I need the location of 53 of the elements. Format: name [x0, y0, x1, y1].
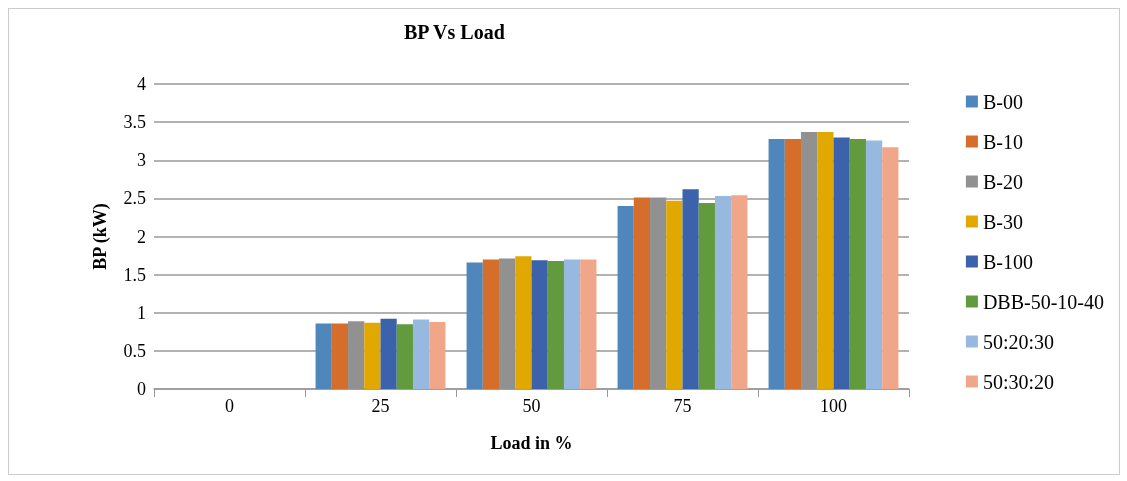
bar: [682, 189, 699, 389]
bar: [784, 138, 802, 389]
bar: [396, 324, 413, 389]
bar: [882, 147, 899, 389]
y-tick-label: 0: [137, 379, 146, 399]
x-tick-label: 75: [673, 396, 692, 416]
legend-label: B-00: [982, 90, 1023, 113]
bar: [563, 259, 581, 389]
x-axis-title: Load in %: [490, 433, 573, 453]
x-tick-label: 25: [371, 396, 390, 416]
bar: [731, 195, 748, 389]
bar: [429, 321, 446, 389]
bar: [466, 262, 483, 389]
bar: [331, 323, 349, 389]
bar: [698, 202, 715, 389]
bar: [380, 318, 397, 389]
y-tick-label: 4: [137, 74, 146, 94]
bar: [817, 132, 834, 389]
y-tick-label: 2.5: [123, 188, 146, 209]
chart-title: BP Vs Load: [404, 21, 505, 43]
legend-label: 50:30:20: [982, 370, 1055, 393]
bar: [531, 260, 548, 389]
y-tick-label: 3.5: [123, 112, 146, 133]
x-tick-label: 100: [820, 396, 847, 416]
legend-label: 50:20:30: [982, 330, 1055, 353]
y-axis-title: BP (kW): [90, 203, 111, 270]
y-tick-label: 1.5: [123, 264, 146, 285]
bar: [833, 137, 850, 389]
y-tick-label: 1: [137, 302, 146, 323]
legend-label: DBB-50-10-40: [982, 290, 1105, 313]
bar: [515, 256, 532, 389]
bar: [315, 323, 332, 389]
bar: [364, 322, 381, 389]
bar: [768, 138, 785, 389]
x-tick-label: 0: [225, 396, 234, 416]
legend-label: B-30: [982, 210, 1023, 233]
bar: [617, 206, 634, 389]
bar: [547, 260, 564, 389]
y-tick-label: 0.5: [123, 340, 146, 361]
bar: [714, 196, 732, 389]
legend-label: B-20: [982, 170, 1023, 193]
bar: [849, 138, 866, 389]
x-tick-label: 50: [522, 396, 541, 416]
bar: [666, 200, 683, 389]
y-tick-label: 3: [137, 150, 146, 171]
y-tick-label: 2: [137, 226, 146, 247]
bar: [412, 319, 430, 389]
bar: [482, 259, 500, 389]
bar: [865, 140, 883, 389]
legend-label: B-10: [982, 130, 1023, 153]
legend-label: B-100: [982, 250, 1033, 273]
bar: [580, 259, 597, 389]
bar: [633, 197, 651, 389]
